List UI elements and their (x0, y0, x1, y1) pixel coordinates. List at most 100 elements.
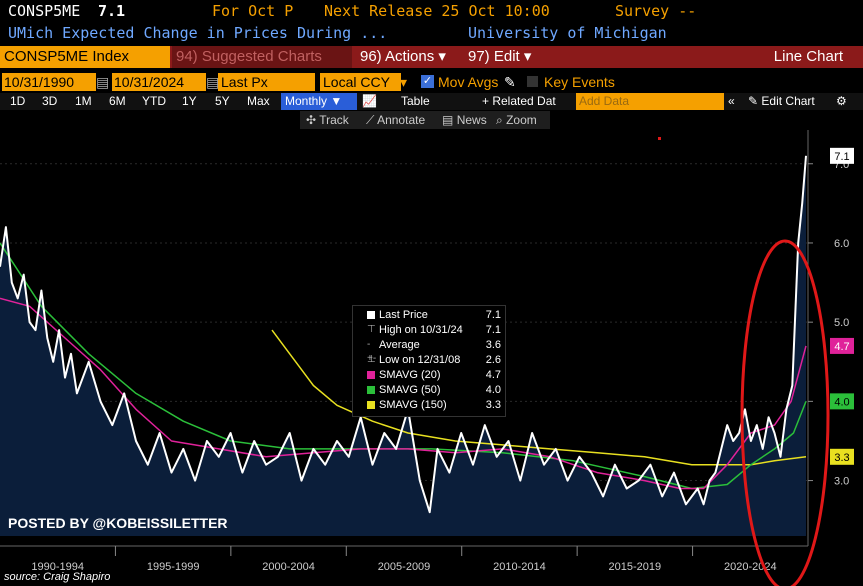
period-6m[interactable]: 6M (109, 94, 126, 108)
zoom-label: Zoom (506, 113, 537, 127)
value-tag-box (830, 147, 854, 164)
chart-area: 3.04.05.06.07.0 1990-19941995-19992000-2… (0, 130, 854, 586)
zoom-tool[interactable]: ⌕ Zoom (496, 111, 537, 129)
actions-label: 96) Actions (360, 48, 435, 65)
annotate-tool[interactable]: ⟋ Annotate (366, 111, 425, 129)
period-bar: 1D 3D 1M 6M YTD 1Y 5Y Max Monthly ▼ 📈 Ta… (0, 93, 863, 110)
edit-chart-label: Edit Chart (761, 94, 815, 108)
table-button[interactable]: Table (401, 94, 430, 108)
gear-icon[interactable]: ⚙ (836, 94, 847, 108)
value-tags: 7.1 4.7 4.0 3.3 (830, 147, 854, 465)
magnifier-icon: ⌕ (496, 113, 503, 127)
y-tick-label: 6.0 (834, 238, 849, 250)
caret-down-icon: ▼ (330, 94, 343, 108)
series-lines (0, 155, 807, 514)
period-5y[interactable]: 5Y (215, 94, 230, 108)
edit-chart-button[interactable]: ✎ Edit Chart (748, 93, 815, 110)
suggested-charts-menu[interactable]: 94) Suggested Charts (172, 46, 352, 68)
start-date-field[interactable]: 10/31/1990 (2, 73, 96, 91)
period-1d[interactable]: 1D (10, 94, 26, 108)
legend-row-smavg150: SMAVG (150) 3.3 (353, 398, 505, 412)
value-tag-label: 4.7 (834, 341, 849, 353)
mov-avgs-checkbox[interactable]: ✓ (421, 75, 434, 88)
legend-swatch (367, 386, 375, 394)
news-tool[interactable]: ▤ News (442, 111, 487, 129)
legend-label: Average (379, 339, 420, 351)
highlight-circle (740, 239, 830, 586)
caret-down-icon: ▾ (523, 48, 532, 65)
value-tag-label: 4.0 (834, 396, 849, 408)
low-marker-icon: ⊥ (367, 354, 376, 365)
high-marker-icon: ⊤ (367, 324, 376, 335)
frequency-label: Monthly (285, 94, 328, 108)
track-tool[interactable]: ✣ Track (306, 111, 349, 129)
line-icon: ⟋ (366, 113, 375, 127)
period-ytd[interactable]: YTD (142, 94, 166, 108)
end-date-field[interactable]: 10/31/2024 (112, 73, 206, 91)
legend[interactable]: Last Price 7.1 ⊤ High on 10/31/24 7.1 -+- Av… (352, 305, 506, 417)
price-area-fill (0, 155, 806, 537)
description-row: UMich Expected Change in Prices During .… (8, 24, 858, 44)
legend-value: 3.6 (485, 339, 501, 351)
x-tick-label: 2000-2004 (262, 561, 315, 573)
last-value: 7.1 (98, 2, 126, 20)
period-1y[interactable]: 1Y (182, 94, 197, 108)
next-release: Next Release 25 Oct 10:00 (324, 2, 550, 20)
calendar-icon[interactable]: ▤ (96, 74, 110, 90)
legend-row-smavg50: SMAVG (50) 4.0 (353, 383, 505, 397)
legend-row-average: -+- Average 3.6 (353, 338, 505, 364)
index-label[interactable]: CONSP5ME Index (0, 46, 170, 68)
for-label: For Oct P (212, 2, 294, 20)
legend-value: 4.0 (485, 384, 501, 396)
header-row: CONSP5ME 7.1 For Oct P Next Release 25 O… (8, 2, 858, 22)
chart-tools: ✣ Track ⟋ Annotate ▤ News ⌕ Zoom (300, 111, 550, 129)
related-data-button[interactable]: + Related Dat (482, 94, 556, 108)
value-tag-box (830, 448, 854, 465)
period-1m[interactable]: 1M (75, 94, 92, 108)
legend-row-high: ⊤ High on 10/31/24 7.1 (353, 323, 505, 337)
y-tick-label: 3.0 (834, 476, 849, 488)
value-tag-box (830, 393, 854, 410)
calendar-icon[interactable]: ▤ (206, 74, 220, 90)
legend-row-smavg20: SMAVG (20) 4.7 (353, 368, 505, 382)
source-note: source: Craig Shapiro (4, 571, 111, 583)
edit-menu[interactable]: 97) Edit ▾ (464, 46, 548, 68)
survey: Survey -- (615, 2, 697, 20)
legend-swatch (367, 371, 375, 379)
caret-down-icon[interactable]: ▾ (400, 74, 408, 90)
currency-select[interactable]: Local CCY (320, 73, 401, 91)
add-data-input[interactable]: Add Data (576, 93, 724, 110)
mov-avgs-label: Mov Avgs (438, 74, 499, 90)
legend-row-low: ⊥ Low on 12/31/08 2.6 (353, 353, 505, 367)
collapse-icon[interactable]: « (728, 94, 735, 108)
track-label: Track (319, 113, 349, 127)
chart-type-label[interactable]: Line Chart (773, 48, 843, 65)
edit-label: 97) Edit (468, 48, 520, 65)
annotate-label: Annotate (377, 113, 426, 127)
watermark: POSTED BY @KOBEISSILETTER (8, 515, 228, 531)
actions-menu[interactable]: 96) Actions ▾ (356, 46, 460, 68)
y-tick-label: 5.0 (834, 317, 849, 329)
legend-row-last-price: Last Price 7.1 (353, 308, 505, 322)
period-3d[interactable]: 3D (42, 94, 58, 108)
x-tick-label: 1995-1999 (147, 561, 200, 573)
line-chart-icon[interactable]: 📈 (362, 94, 377, 108)
legend-swatch (367, 401, 375, 409)
legend-value: 4.7 (485, 369, 501, 381)
crosshair-icon: ✣ (306, 113, 317, 127)
legend-label: SMAVG (20) (379, 369, 441, 381)
legend-swatch (367, 311, 375, 319)
key-events-checkbox[interactable] (527, 76, 538, 87)
value-tag-label: 7.1 (834, 151, 849, 163)
settings-row: 10/31/1990 ▤ 10/31/2024 ▤ Last Px Local … (0, 73, 863, 91)
caret-down-icon: ▾ (438, 48, 446, 65)
field-select[interactable]: Last Px (218, 73, 315, 91)
frequency-select[interactable]: Monthly ▼ (281, 93, 357, 110)
x-axis: 1990-1994 1995-1999 2000-2004 2005-2009 2010… (31, 546, 777, 573)
pencil-icon[interactable]: ✎ (504, 74, 516, 90)
legend-value: 7.1 (485, 324, 501, 336)
period-max[interactable]: Max (247, 94, 270, 108)
pencil-icon: ✎ (748, 94, 759, 108)
series-line-last-price (0, 155, 807, 514)
average-marker-icon: -+- (367, 339, 377, 364)
